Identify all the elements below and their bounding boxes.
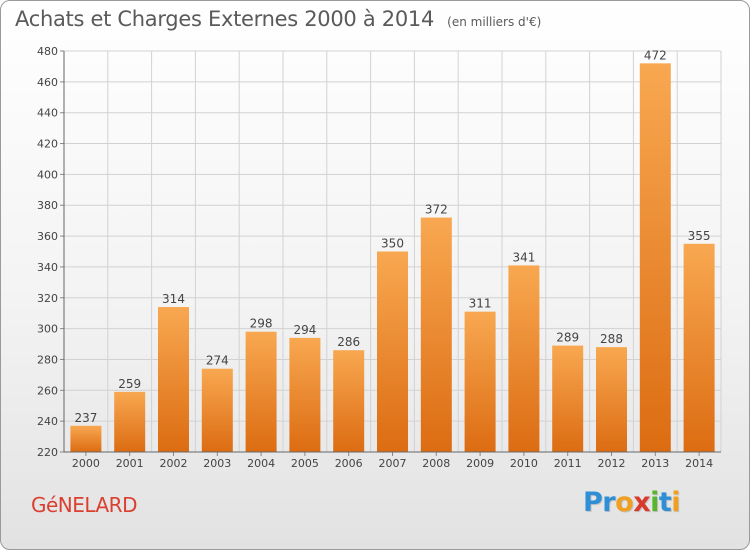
bar-2012: [596, 347, 627, 452]
bar-value-label: 472: [644, 48, 667, 62]
bar-value-label: 259: [118, 377, 141, 391]
chart-title: Achats et Charges Externes 2000 à 2014: [15, 7, 435, 31]
bar-2001: [114, 391, 146, 452]
proxiti-logo: Proxiti: [583, 487, 681, 518]
logo-letter: r: [602, 487, 616, 518]
y-tick-label: 340: [37, 261, 58, 274]
logo-letter: o: [615, 487, 634, 518]
x-tick-label: 2012: [598, 457, 626, 470]
logo-letter: x: [633, 487, 651, 518]
x-tick-label: 2013: [641, 457, 669, 470]
bar-2014: [683, 243, 715, 452]
x-tick-label: 2003: [203, 457, 231, 470]
bar-value-label: 286: [337, 335, 360, 349]
x-tick-label: 2008: [422, 457, 450, 470]
x-tick-label: 2002: [160, 457, 188, 470]
y-tick-label: 280: [37, 353, 58, 366]
x-tick-label: 2001: [116, 457, 144, 470]
bar-2009: [464, 311, 496, 452]
logo-letter: t: [658, 487, 672, 518]
logo-letter: P: [583, 487, 603, 518]
chart-unit: (en milliers d'€): [447, 15, 542, 29]
bar-2000: [70, 425, 102, 452]
bar-2011: [552, 345, 584, 452]
commune-name: GéNELARD: [31, 493, 137, 517]
bar-value-label: 294: [293, 323, 316, 337]
x-tick-label: 2011: [554, 457, 582, 470]
bar-2003: [201, 368, 233, 452]
bar-2007: [377, 251, 408, 452]
bar-value-label: 311: [469, 297, 492, 311]
bar-2002: [158, 307, 189, 452]
bar-value-label: 237: [74, 411, 97, 425]
bar-value-label: 314: [162, 292, 185, 306]
axes: 220 240 260 280 300 320 340 360 380 400 420 440 460 4…: [37, 45, 721, 470]
y-tick-label: 360: [37, 230, 58, 243]
bar-2004: [245, 331, 277, 452]
bar-value-label: 289: [556, 331, 579, 345]
x-tick-label: 2000: [72, 457, 100, 470]
bar-value-label: 355: [688, 229, 711, 243]
y-tick-label: 380: [37, 199, 58, 212]
y-tick-label: 240: [37, 415, 58, 428]
logo-letter: i: [650, 487, 659, 518]
bar-2008: [420, 217, 452, 452]
x-tick-label: 2005: [291, 457, 319, 470]
bar-value-label: 298: [250, 317, 273, 331]
x-tick-label: 2010: [510, 457, 538, 470]
x-tick-label: 2014: [685, 457, 713, 470]
x-tick-label: 2009: [466, 457, 494, 470]
x-tick-label: 2007: [379, 457, 407, 470]
chart-title-block: Achats et Charges Externes 2000 à 2014 (…: [15, 7, 541, 31]
bar-2006: [333, 350, 365, 452]
y-tick-label: 440: [37, 107, 58, 120]
y-tick-label: 420: [37, 138, 58, 151]
y-tick-label: 480: [37, 45, 58, 58]
y-tick-label: 300: [37, 323, 58, 336]
x-tick-label: 2004: [247, 457, 275, 470]
y-tick-label: 400: [37, 168, 58, 181]
logo-letter: i: [671, 487, 681, 518]
x-tick-label: 2006: [335, 457, 363, 470]
bar-value-label: 350: [381, 237, 404, 251]
y-tick-label: 460: [37, 76, 58, 89]
bar-2005: [289, 337, 321, 452]
bar-value-label: 372: [425, 203, 448, 217]
bar-value-label: 341: [512, 250, 535, 264]
y-tick-label: 320: [37, 292, 58, 305]
bars: 237 259 314 274 298 294 286 350 372 311 341 289 288 4…: [70, 48, 715, 452]
y-tick-label: 260: [37, 384, 58, 397]
bar-value-label: 288: [600, 332, 623, 346]
bar-value-label: 274: [206, 354, 229, 368]
bar-2013: [639, 63, 671, 452]
y-tick-label: 220: [37, 446, 58, 459]
bar-2010: [508, 265, 540, 452]
